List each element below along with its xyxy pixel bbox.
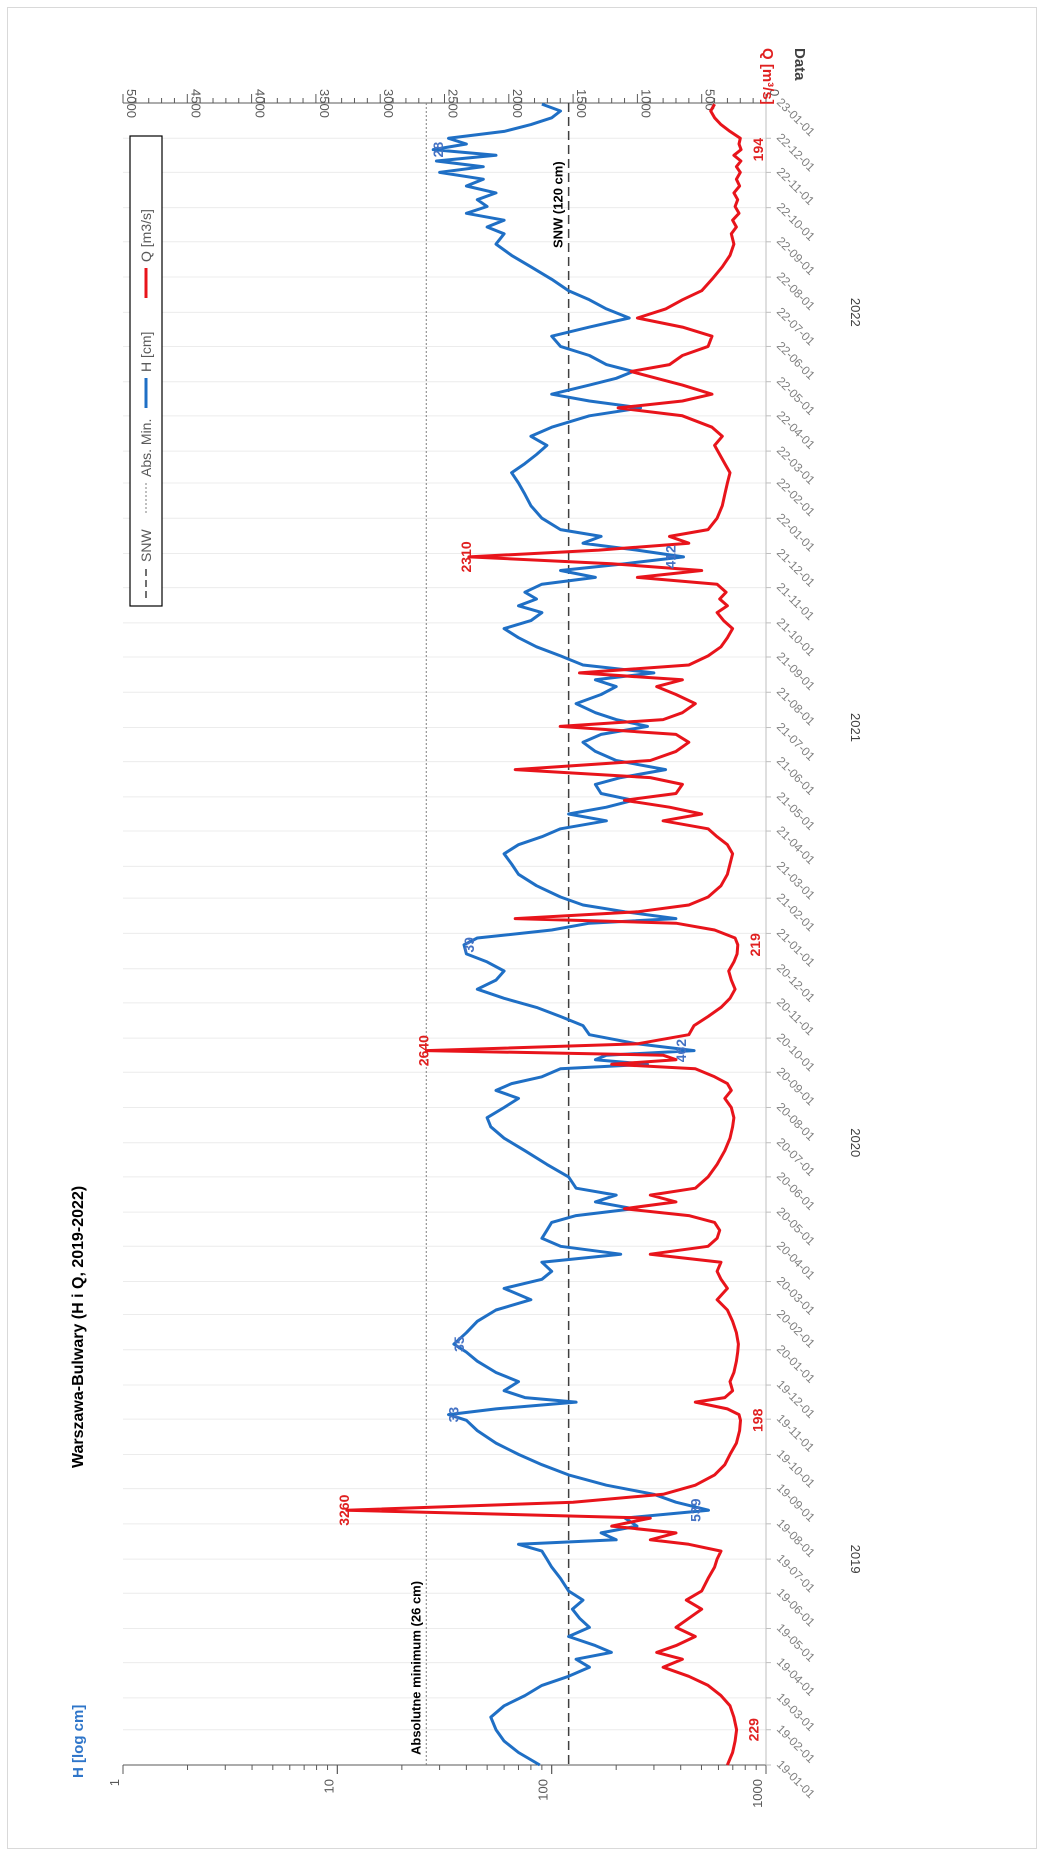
q-tick-label: 4000 <box>253 89 268 118</box>
h-annotation: 412 <box>662 545 678 569</box>
q-annotation: 3260 <box>336 1494 352 1525</box>
q-tick-label: 3500 <box>317 89 332 118</box>
q-tick-label: 1500 <box>574 89 589 118</box>
q-axis-title: Q [m³/s] <box>759 48 776 105</box>
h-annotation: 28 <box>430 142 446 158</box>
h-tick-label: 1 <box>107 1779 122 1786</box>
q-tick-label: 0 <box>767 89 782 96</box>
q-annotation: 2640 <box>415 1035 431 1066</box>
legend-entry-label: Q [m3/s] <box>138 209 154 262</box>
snw-label: SNW (120 cm) <box>551 161 566 248</box>
h-annotation: 35 <box>451 1336 467 1352</box>
h-tick-label: 1000 <box>750 1779 765 1808</box>
h-annotation: 462 <box>673 1039 689 1063</box>
chart-frame: 0 500 1000 1500 2000 2500 3000 3500 4000 4500 5000… <box>7 7 1037 1849</box>
q-annotation: 194 <box>750 138 766 162</box>
q-series-line <box>345 103 743 1766</box>
plot-area <box>123 103 766 1765</box>
legend-entry-label: Abs. Min. <box>138 419 154 477</box>
legend-box <box>129 135 163 607</box>
year-label: 2022 <box>848 298 863 327</box>
legend: SNW Abs. Min. H [cm] Q [m3/s] <box>129 135 163 607</box>
year-label: 2021 <box>848 713 863 742</box>
q-tick-label: 3000 <box>381 89 396 118</box>
year-label: 2019 <box>848 1545 863 1574</box>
h-annotation: 33 <box>445 1407 461 1423</box>
q-annotation: 198 <box>750 1408 766 1432</box>
q-tick-label: 2500 <box>446 89 461 118</box>
chart-svg: 0 500 1000 1500 2000 2500 3000 3500 4000 4500 5000… <box>70 48 863 1808</box>
year-label: 2020 <box>848 1128 863 1157</box>
q-tick-label: 5000 <box>124 89 139 118</box>
h-axis-title: H [log cm] <box>70 1705 87 1778</box>
q-annotation: 2310 <box>458 541 474 572</box>
h-annotation: 39 <box>461 937 477 953</box>
q-annotation: 229 <box>746 1718 762 1742</box>
h-tick-label: 10 <box>321 1779 336 1793</box>
chart-title: Warszawa-Bulwary (H i Q, 2019-2022) <box>70 1186 87 1468</box>
legend-entry-label: H [cm] <box>138 332 154 372</box>
h-tick-label: 100 <box>536 1779 551 1801</box>
q-tick-label: 2000 <box>510 89 525 118</box>
q-tick-label: 500 <box>703 89 718 111</box>
q-annotation: 219 <box>747 933 763 957</box>
h-series-line <box>431 102 710 1767</box>
date-tick-label: 19-01-01 <box>774 1757 818 1801</box>
q-tick-label: 4500 <box>188 89 203 118</box>
h-annotation: 539 <box>687 1498 703 1522</box>
q-tick-label: 1000 <box>638 89 653 118</box>
legend-entry-label: SNW <box>138 529 154 562</box>
date-axis-title: Data <box>791 48 808 81</box>
absmin-label: Absolutne minimum (26 cm) <box>408 1581 423 1755</box>
